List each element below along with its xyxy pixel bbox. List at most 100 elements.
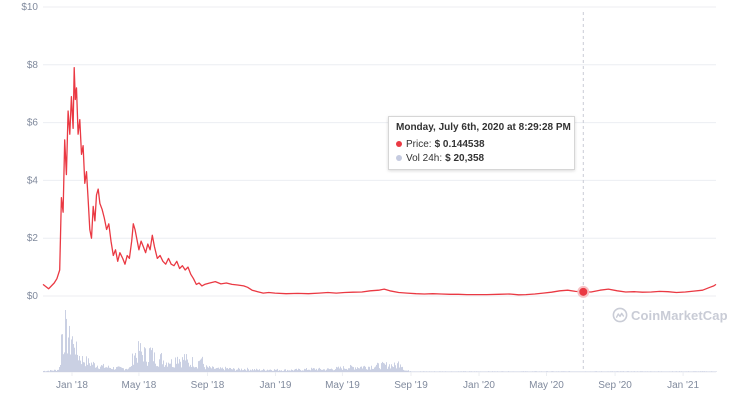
volume-bar [195,367,196,372]
volume-bar [336,367,337,372]
volume-bar [160,354,161,372]
volume-bar [676,371,677,372]
volume-bar [131,366,132,372]
volume-bar [259,369,260,372]
volume-bar [212,366,213,372]
y-tick-label: $2 [27,233,39,244]
volume-bar [535,371,536,372]
volume-bar [460,371,461,372]
volume-bar [154,352,155,372]
volume-bar [249,371,250,372]
volume-bar [343,366,344,372]
volume-bar [257,370,258,372]
volume-bar [492,371,493,372]
volume-bar [133,365,134,372]
volume-bar [300,370,301,372]
volume-bar [52,371,53,372]
volume-bar [167,367,168,372]
volume-bar [260,371,261,372]
volume-bar [380,369,381,372]
volume-bar [474,371,475,372]
volume-bar [95,368,96,372]
volume-bar [233,368,234,372]
volume-bar [84,362,85,372]
volume-bar [278,371,279,372]
volume-bar [251,370,252,372]
volume-bar [403,370,404,372]
volume-bar [497,371,498,372]
volume-bar [363,366,364,372]
volume-bar [395,365,396,372]
volume-bar [228,369,229,372]
volume-bar [48,371,49,372]
volume-bar [396,368,397,372]
volume-bar [458,371,459,372]
volume-bar [141,352,142,372]
volume-bar [158,367,159,372]
volume-bar [152,348,153,372]
volume-bar [502,371,503,372]
volume-bar [393,367,394,372]
volume-bar [83,362,84,372]
volume-bar [337,367,338,372]
volume-bar [156,366,157,372]
volume-bar [187,359,188,372]
volume-bar [60,365,61,372]
volume-bar [130,367,131,372]
volume-bar [303,371,304,372]
volume-bar [97,366,98,372]
volume-bar [318,369,319,372]
volume-bar [58,370,59,372]
volume-bar [495,371,496,372]
volume-bar [382,362,383,372]
volume-bar [232,369,233,372]
volume-bar [340,367,341,372]
volume-bar [532,371,533,372]
volume-bar [134,356,135,372]
volume-bar [69,326,70,372]
volume-bar [356,369,357,372]
volume-bar [319,368,320,372]
volume-bar [86,356,87,372]
volume-bar [109,368,110,372]
volume-bar [207,367,208,372]
volume-bar [360,367,361,372]
volume-bar [681,371,682,372]
volume-bar [197,368,198,372]
volume-bar [43,371,44,372]
volume-bar [256,369,257,372]
x-tick-label: Sep '18 [191,380,225,391]
volume-bar [693,371,694,372]
volume-bar [565,371,566,372]
volume-bar [296,369,297,372]
volume-bar [627,371,628,372]
volume-bar [297,370,298,372]
volume-bar [378,363,379,372]
x-tick-label: Sep '20 [598,380,632,391]
volume-bar [331,369,332,372]
hover-point-marker[interactable] [578,287,588,297]
volume-bar [246,371,247,372]
x-tick-label: Jan '21 [667,380,699,391]
volume-bar [112,369,113,372]
volume-bar [136,358,137,372]
volume-bar [406,371,407,372]
volume-bar [288,371,289,372]
volume-bar [553,371,554,372]
volume-bar [373,369,374,372]
volume-bar [348,368,349,372]
volume-bar [213,367,214,372]
volume-bar [262,370,263,372]
volume-bar [173,367,174,372]
volume-bar [626,371,627,372]
volume-bar [148,362,149,372]
volume-bar [254,369,255,372]
tooltip-price-value: $ 0.144538 [435,139,485,150]
volume-bar [255,370,256,372]
volume-bar [140,343,141,372]
volume-bar [383,363,384,372]
volume-bar [634,371,635,372]
